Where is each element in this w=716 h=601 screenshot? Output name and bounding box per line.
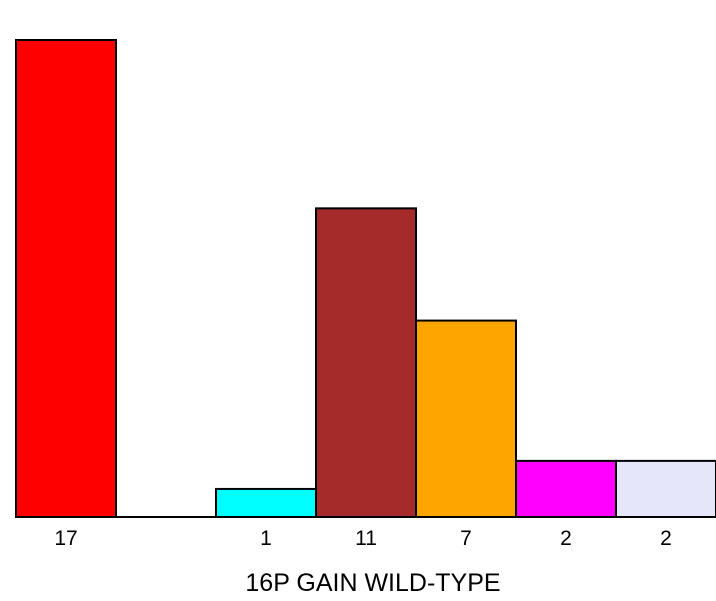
bar-5 — [416, 321, 516, 517]
bars-group — [16, 40, 716, 517]
bar-count-label-6: 2 — [560, 527, 572, 550]
bar-7 — [616, 461, 716, 517]
x-axis-title: 16P GAIN WILD-TYPE — [245, 569, 500, 597]
bar-1 — [16, 40, 116, 517]
bar-count-label-1: 17 — [54, 527, 77, 550]
bar-count-label-7: 2 — [660, 527, 672, 550]
bar-4 — [316, 208, 416, 517]
bar-count-label-3: 1 — [260, 527, 272, 550]
bar-count-label-5: 7 — [460, 527, 472, 550]
tick-labels-group: 17 1 11 7 2 2 — [54, 527, 672, 550]
bar-3 — [216, 489, 316, 517]
bar-6 — [516, 461, 616, 517]
bar-count-label-4: 11 — [355, 527, 377, 550]
